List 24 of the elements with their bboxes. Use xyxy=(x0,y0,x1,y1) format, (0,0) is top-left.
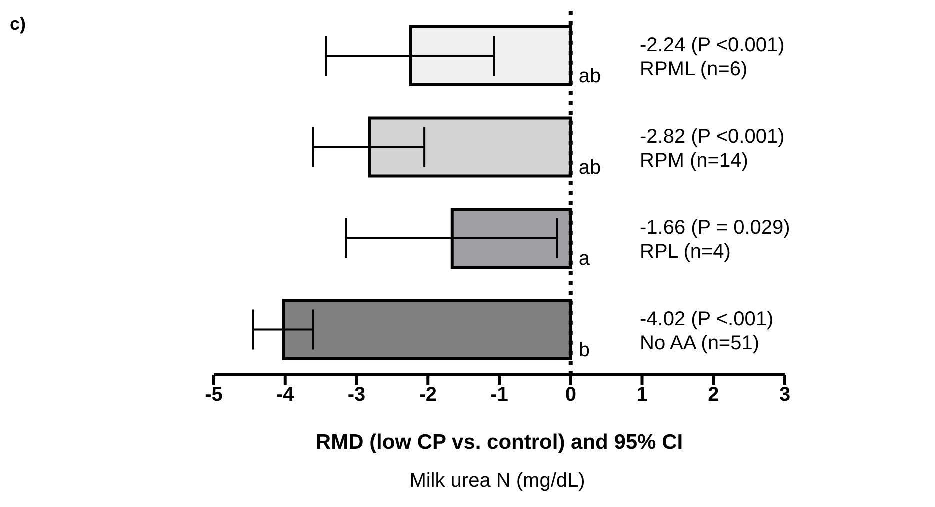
x-tick-label: -2 xyxy=(419,384,438,406)
annotation: b xyxy=(578,339,590,362)
x-tick-label: -4 xyxy=(276,384,296,406)
x-tick-label: 3 xyxy=(779,384,791,406)
x-tick-label: 2 xyxy=(708,384,720,406)
y-tick-label: No AA (n=51) xyxy=(640,332,760,354)
annotation: -2.24 (P <0.001) xyxy=(640,34,785,57)
x-tick-label: -1 xyxy=(490,384,508,406)
y-tick-label: RPL (n=4) xyxy=(640,241,731,264)
annotation: -1.66 (P = 0.029) xyxy=(640,217,790,240)
annotation: a xyxy=(578,248,591,270)
annotation: ab xyxy=(578,156,602,179)
x-tick-label: -5 xyxy=(205,384,223,406)
x-axis-title: RMD (low CP vs. control) and 95% CI xyxy=(316,431,684,454)
y-tick-label: RPM (n=14) xyxy=(640,150,748,172)
text: Milk urea N (mg/dL) xyxy=(408,470,586,493)
y-tick-label: RPML (n=6) xyxy=(640,58,748,81)
text: c) xyxy=(10,14,26,35)
annotation: -4.02 (P <.001) xyxy=(640,308,774,330)
annotation: -2.82 (P <0.001) xyxy=(640,126,785,148)
x-tick-label: 1 xyxy=(636,384,648,406)
x-tick-label: 0 xyxy=(565,384,576,406)
x-tick-label: -3 xyxy=(348,384,366,406)
annotation: ab xyxy=(578,66,602,88)
